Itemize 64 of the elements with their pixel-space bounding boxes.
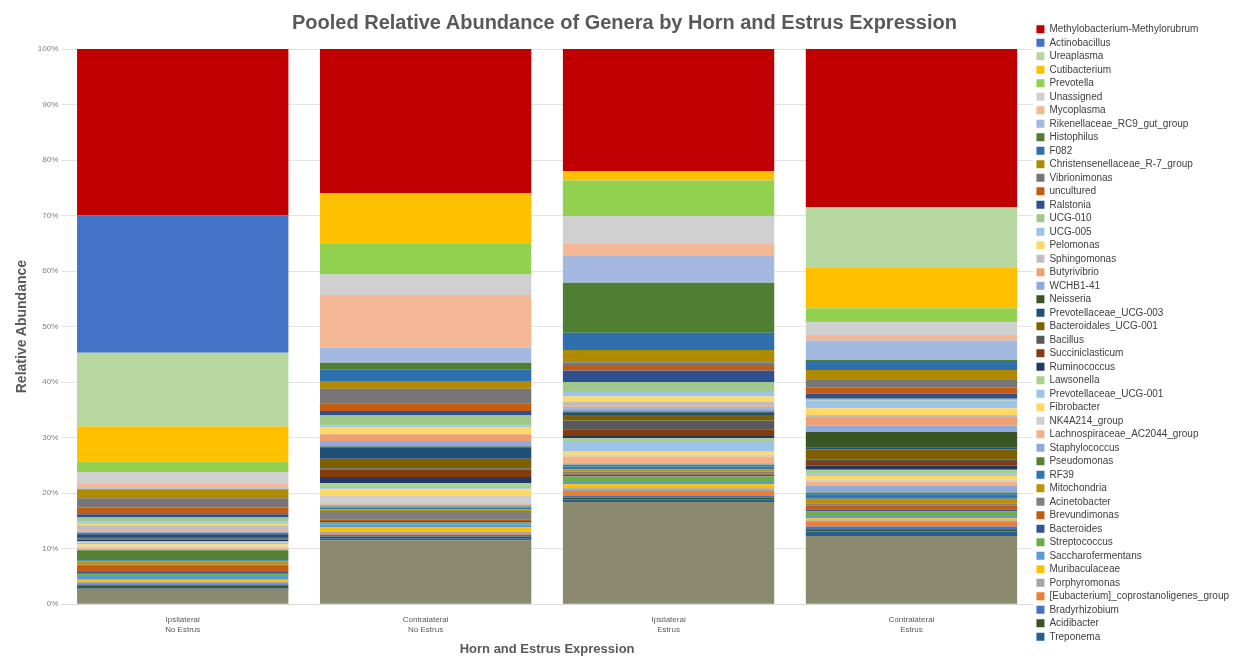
legend-label: Mitochondria xyxy=(1049,482,1108,493)
legend-label: NK4A214_group xyxy=(1049,414,1124,426)
legend-label: Prevotellaceae_UCG-003 xyxy=(1049,306,1164,318)
legend-label: Ruminococcus xyxy=(1049,360,1116,372)
legend-label: Porphyromonas xyxy=(1049,576,1121,588)
legend-label: Bacillus xyxy=(1049,333,1084,345)
y-tick-label: 10% xyxy=(42,543,59,553)
legend-label: Histophilus xyxy=(1049,131,1099,142)
y-tick-label: 70% xyxy=(42,210,59,220)
legend-label: Streptococcus xyxy=(1049,536,1113,547)
legend-label: Muribaculaceae xyxy=(1049,563,1121,574)
legend-label: Acidibacter xyxy=(1049,617,1100,628)
legend-label: RF39 xyxy=(1049,468,1075,480)
y-tick-label: 100% xyxy=(37,44,59,54)
legend-label: Prevotella xyxy=(1049,77,1095,88)
legend-label: Christensenellaceae_R-7_group xyxy=(1049,158,1194,169)
legend-label: Methylobacterium-Methylorubrum xyxy=(1049,23,1199,34)
legend-label: Rikenellaceae_RC9_gut_group xyxy=(1049,117,1189,129)
legend-label: Lachnospiraceae_AC2044_group xyxy=(1049,428,1199,439)
legend-label: Fibrobacter xyxy=(1049,401,1101,412)
legend-label: Bradyrhizobium xyxy=(1049,603,1119,615)
legend-label: Treponema xyxy=(1049,630,1101,642)
y-tick-label: 90% xyxy=(42,99,59,109)
legend-label: Vibrionimonas xyxy=(1049,171,1113,183)
legend-label: Butyrivibrio xyxy=(1049,266,1100,277)
legend-label: Acinetobacter xyxy=(1049,495,1112,507)
legend-label: Prevotellaceae_UCG-001 xyxy=(1049,387,1164,399)
y-tick-label: 20% xyxy=(42,488,59,498)
y-tick-label: 50% xyxy=(42,321,59,331)
x-tick-label: Contralateral No Estrus xyxy=(402,615,449,634)
legend-label: Pelomonas xyxy=(1049,239,1100,250)
legend-label: [Eubacterium]_coprostanoligenes_group xyxy=(1049,590,1230,601)
chart-title: Pooled Relative Abundance of Genera by Horn and Estrus Expression xyxy=(292,10,957,33)
legend-label: Unassigned xyxy=(1049,90,1103,102)
legend-label: Bacteroides xyxy=(1049,522,1103,534)
x-axis-title: Horn and Estrus Expression xyxy=(459,640,635,656)
y-tick-label: 0% xyxy=(46,599,59,609)
legend-label: Saccharofermentans xyxy=(1049,549,1142,561)
legend-label: UCG-010 xyxy=(1049,212,1093,223)
y-tick-label: 80% xyxy=(42,155,59,165)
legend-label: Actinobacillus xyxy=(1049,36,1111,48)
y-tick-label: 40% xyxy=(42,377,59,387)
x-tick-label: Contralateral Estrus xyxy=(888,615,935,634)
legend-label: uncultured xyxy=(1049,185,1097,196)
legend-label: Ureaplasma xyxy=(1049,50,1104,61)
legend-label: Mycoplasma xyxy=(1049,104,1107,115)
legend-label: Ralstonia xyxy=(1049,198,1092,210)
legend-label: Neisseria xyxy=(1049,293,1092,304)
legend-label: Succiniclasticum xyxy=(1049,347,1124,358)
legend-label: UCG-005 xyxy=(1049,225,1093,237)
legend-label: Brevundimonas xyxy=(1049,509,1119,520)
y-axis-title: Relative Abundance xyxy=(13,259,30,394)
legend-label: Bacteroidales_UCG-001 xyxy=(1049,320,1159,331)
legend-label: Lawsonella xyxy=(1049,374,1100,385)
legend-label: Sphingomonas xyxy=(1049,252,1117,264)
legend-label: WCHB1-41 xyxy=(1049,279,1101,291)
x-tick-label: Ipsilateral No Estrus xyxy=(165,615,201,634)
y-tick-label: 60% xyxy=(42,266,59,276)
y-tick-label: 30% xyxy=(42,432,59,442)
legend-label: F082 xyxy=(1049,144,1073,156)
x-tick-label: Ipsilateral Estrus xyxy=(651,615,686,634)
legend-label: Staphylococcus xyxy=(1049,441,1120,453)
legend-label: Cutibacterium xyxy=(1049,63,1112,75)
legend-label: Pseudomonas xyxy=(1049,455,1114,466)
